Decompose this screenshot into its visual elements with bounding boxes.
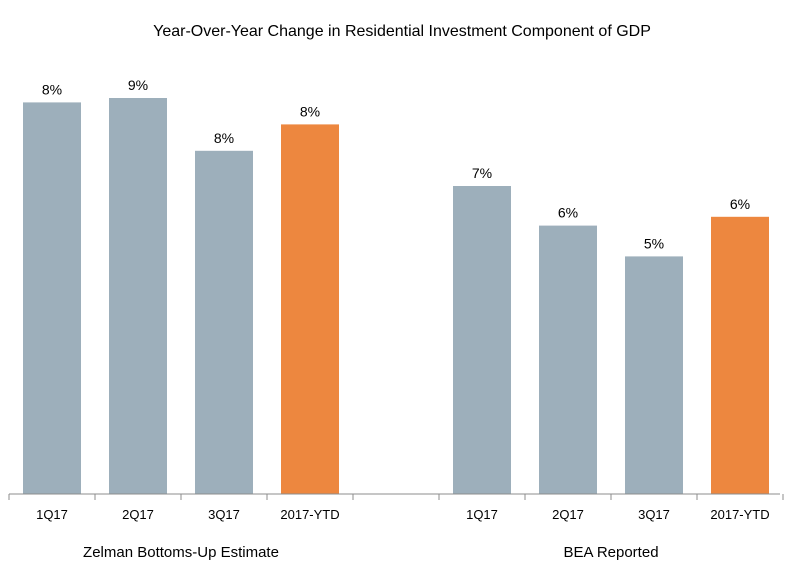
category-label-zelman-2q17: 2Q17 bbox=[122, 507, 154, 522]
bar-bea-3q17 bbox=[625, 256, 683, 494]
category-label-bea-1q17: 1Q17 bbox=[466, 507, 498, 522]
category-labels-layer: 1Q17 2Q17 3Q17 2017-YTD 1Q17 2Q17 3Q17 2017-YTD bbox=[36, 507, 770, 522]
category-label-bea-3q17: 3Q17 bbox=[638, 507, 670, 522]
bar-bea-2017-ytd bbox=[711, 216, 769, 495]
category-label-zelman-1q17: 1Q17 bbox=[36, 507, 68, 522]
bar-zelman-1q17 bbox=[23, 102, 81, 495]
bar-zelman-3q17 bbox=[195, 150, 253, 495]
group-label-bea: BEA Reported bbox=[563, 544, 658, 561]
value-label-zelman-2q17: 9% bbox=[128, 77, 148, 93]
value-label-zelman-1q17: 8% bbox=[42, 81, 62, 97]
value-labels-layer: 8% 9% 8% 8% 7% 6% 5% 6% bbox=[42, 77, 750, 251]
bar-bea-2q17 bbox=[539, 225, 597, 494]
value-label-zelman-2017-ytd: 8% bbox=[300, 103, 320, 119]
category-label-bea-2017-ytd: 2017-YTD bbox=[710, 507, 769, 522]
category-label-bea-2q17: 2Q17 bbox=[552, 507, 584, 522]
category-label-zelman-2017-ytd: 2017-YTD bbox=[280, 507, 339, 522]
bar-zelman-2q17 bbox=[109, 98, 167, 494]
x-axis-ticks bbox=[8, 494, 784, 500]
bars-layer bbox=[23, 98, 769, 495]
value-label-bea-3q17: 5% bbox=[644, 235, 664, 251]
category-label-zelman-3q17: 3Q17 bbox=[208, 507, 240, 522]
value-label-bea-1q17: 7% bbox=[472, 165, 492, 181]
value-label-zelman-3q17: 8% bbox=[214, 130, 234, 146]
bar-bea-1q17 bbox=[453, 186, 511, 494]
group-label-zelman: Zelman Bottoms-Up Estimate bbox=[83, 544, 279, 561]
value-label-bea-2q17: 6% bbox=[558, 205, 578, 221]
chart-title: Year-Over-Year Change in Residential Inv… bbox=[153, 23, 651, 40]
value-label-bea-2017-ytd: 6% bbox=[730, 196, 750, 212]
bar-zelman-2017-ytd bbox=[281, 124, 339, 495]
group-labels-layer: Zelman Bottoms-Up Estimate BEA Reported bbox=[83, 544, 658, 561]
